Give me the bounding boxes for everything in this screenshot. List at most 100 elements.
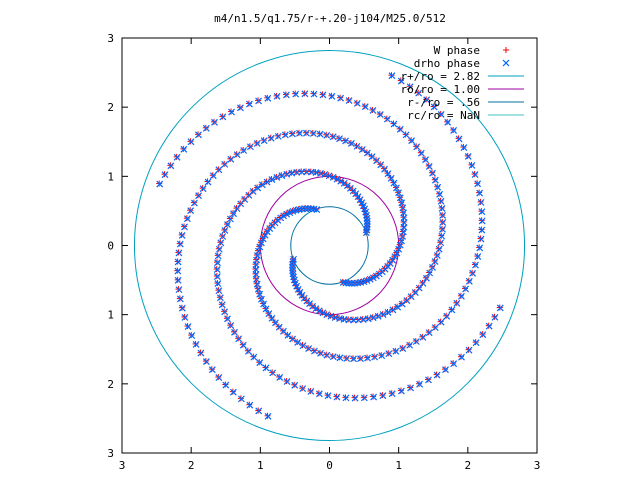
drho-phase-point (443, 312, 451, 320)
drho-phase-point (438, 205, 446, 212)
drho-phase-point (438, 232, 446, 240)
drho-phase-point (258, 181, 266, 189)
drho-phase-point (261, 231, 269, 239)
drho-phase-point (328, 92, 336, 100)
drho-phase-point (393, 184, 400, 192)
drho-phase-point (386, 259, 394, 267)
drho-phase-point (402, 131, 410, 139)
drho-phase-point (236, 104, 244, 112)
drho-phase-point (444, 118, 452, 126)
drho-phase-point (175, 286, 183, 294)
drho-phase-point (233, 151, 241, 159)
drho-phase-point (267, 134, 275, 142)
circle-r+ro (133, 49, 526, 442)
drho-phase-point (246, 100, 253, 108)
x-tick-label: 0 (326, 459, 333, 472)
drho-phase-point (228, 108, 235, 116)
drho-phase-point (416, 380, 424, 388)
drho-phase-point (360, 394, 368, 402)
drho-phase-point (450, 360, 458, 368)
drho-phase-point (343, 355, 351, 362)
drho-phase-point (502, 59, 510, 67)
drho-phase-point (431, 176, 439, 184)
drho-phase-point (395, 189, 402, 197)
drho-phase-point (307, 205, 315, 213)
drho-phase-point (253, 280, 261, 288)
drho-phase-point (309, 302, 317, 310)
drho-phase-point (167, 162, 175, 170)
drho-phase-point (259, 235, 267, 243)
drho-phase-point (254, 184, 262, 192)
drho-phase-point (227, 322, 235, 330)
drho-phase-point (256, 243, 264, 251)
drho-phase-point (319, 91, 327, 99)
drho-phase-point (385, 350, 393, 358)
drho-phase-point (255, 97, 262, 105)
drho-phase-point (227, 155, 235, 163)
drho-phase-point (215, 287, 223, 295)
drho-phase-point (389, 306, 397, 314)
drho-phase-point (209, 172, 217, 180)
x-tick-label: 3 (534, 459, 541, 472)
drho-phase-point (156, 180, 164, 188)
drho-phase-point (213, 266, 221, 273)
drho-phase-point (350, 355, 357, 363)
drho-phase-point (460, 144, 468, 151)
drho-phase-point (478, 217, 486, 225)
drho-phase-point (181, 314, 189, 321)
drho-phase-point (472, 261, 479, 269)
drho-phase-point (388, 72, 396, 80)
circle-roro (259, 175, 400, 316)
y-tick-label: 2 (107, 101, 114, 114)
drho-phase-point (161, 171, 169, 179)
drho-phase-point (323, 351, 331, 359)
drho-phase-point (211, 118, 218, 126)
drho-phase-point (398, 199, 406, 207)
drho-phase-point (423, 96, 431, 104)
drho-phase-point (296, 288, 304, 296)
drho-phase-point (391, 253, 399, 261)
drho-phase-point (276, 373, 284, 381)
drho-phase-point (393, 249, 401, 257)
y-tick-label: 2 (107, 378, 114, 391)
drho-phase-point (195, 192, 203, 200)
drho-phase-point (431, 324, 439, 332)
drho-phase-point (351, 394, 359, 402)
drho-phase-point (199, 185, 207, 193)
y-tick-label: 1 (107, 309, 114, 322)
drho-phase-point (323, 131, 331, 139)
drho-phase-point (231, 328, 238, 336)
drho-phase-point (485, 322, 493, 330)
drho-phase-point (376, 111, 384, 119)
legend-label: rc/ro = NaN (407, 109, 480, 122)
drho-phase-point (392, 347, 400, 355)
drho-phase-point (216, 294, 224, 302)
drho-phase-point (208, 366, 216, 374)
drho-phase-point (283, 378, 291, 386)
drho-phase-point (256, 290, 264, 298)
y-tick-label: 3 (107, 32, 114, 45)
drho-phase-point (387, 174, 395, 182)
drho-phase-point (434, 183, 442, 191)
drho-phase-point (262, 364, 270, 372)
drho-phase-point (278, 172, 286, 180)
drho-phase-point (301, 90, 309, 98)
drho-phase-point (343, 182, 351, 190)
drho-phase-point (408, 137, 416, 145)
drho-phase-point (479, 331, 487, 339)
drho-phase-point (215, 374, 223, 381)
drho-phase-point (478, 226, 486, 234)
drho-phase-point (415, 89, 423, 97)
drho-phase-point (219, 233, 227, 240)
drho-phase-point (476, 189, 484, 197)
drho-phase-point (413, 143, 421, 151)
drho-phase-point (439, 219, 447, 226)
drho-phase-point (226, 215, 234, 223)
drho-phase-point (425, 162, 433, 170)
drho-phase-point (173, 153, 181, 161)
drho-phase-point (289, 335, 297, 343)
drho-phase-point (379, 311, 387, 318)
drho-phase-point (253, 140, 261, 147)
drho-phase-point (353, 99, 361, 107)
drho-phase-point (469, 269, 477, 277)
